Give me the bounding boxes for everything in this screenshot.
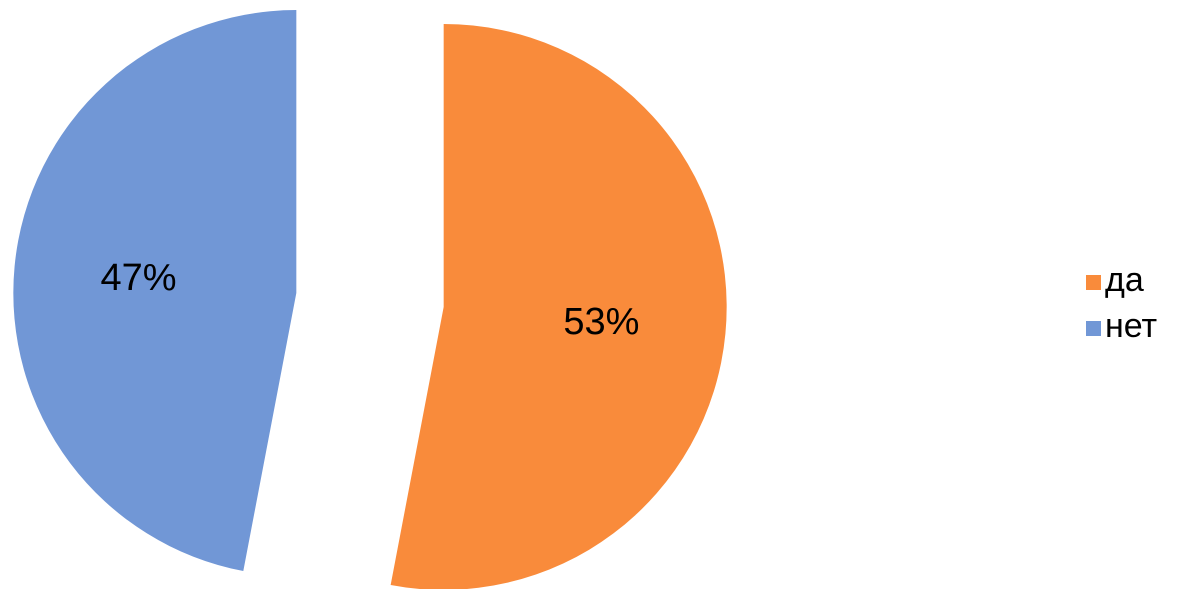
data-label-1: 47% (101, 257, 177, 299)
legend-swatch-0 (1086, 274, 1101, 290)
legend-item-0: да (1086, 257, 1157, 303)
pie-slice-1 (13, 10, 297, 572)
legend-label-1: нет (1105, 307, 1158, 345)
legend-item-1: нет (1086, 303, 1157, 349)
pie-slice-0 (390, 23, 727, 590)
chart-legend: да нет (1086, 257, 1157, 349)
pie-data-labels: 53% 47% (101, 257, 640, 343)
legend-label-0: да (1105, 261, 1144, 299)
pie-slices (13, 10, 727, 590)
legend-swatch-1 (1086, 320, 1101, 336)
data-label-0: 53% (563, 301, 639, 343)
